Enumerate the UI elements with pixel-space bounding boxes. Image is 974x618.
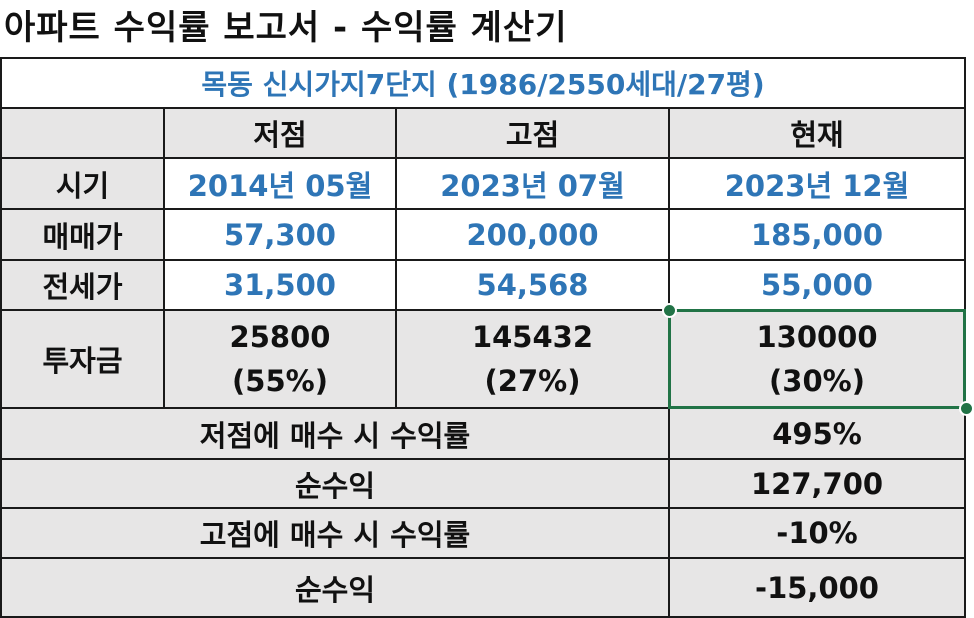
summary-label-low-profit[interactable]: 순수익 (0, 458, 670, 509)
header-now-cell[interactable]: 현재 (667, 107, 967, 159)
investment-label-cell[interactable]: 투자금 (0, 309, 165, 409)
investment-high-cell[interactable]: 145432 (27%) (395, 309, 670, 409)
investment-now-amount: 130000 (756, 320, 878, 354)
selection-handle-top-left[interactable] (662, 303, 677, 318)
jeonse-price-now-cell[interactable]: 55,000 (667, 259, 967, 311)
jeonse-price-label-cell[interactable]: 전세가 (0, 259, 165, 311)
empty-corner-cell[interactable] (0, 107, 165, 159)
header-high-cell[interactable]: 고점 (395, 107, 670, 159)
complex-subtitle-cell[interactable]: 목동 신시가지7단지 (1986/2550세대/27평) (0, 57, 967, 109)
investment-high-percent: (27%) (484, 364, 581, 398)
period-low-cell[interactable]: 2014년 05월 (163, 157, 397, 210)
summary-value-high-return[interactable]: -10% (667, 507, 967, 559)
period-now-cell[interactable]: 2023년 12월 (667, 157, 967, 210)
investment-now-percent: (30%) (769, 364, 865, 398)
summary-label-high-profit[interactable]: 순수익 (0, 557, 670, 618)
header-low-cell[interactable]: 저점 (163, 107, 397, 159)
sale-price-high-cell[interactable]: 200,000 (395, 208, 670, 261)
sale-price-label-cell[interactable]: 매매가 (0, 208, 165, 261)
spreadsheet-table: 목동 신시가지7단지 (1986/2550세대/27평) 저점 고점 현재 시기… (0, 57, 967, 618)
jeonse-price-high-cell[interactable]: 54,568 (395, 259, 670, 311)
sale-price-low-cell[interactable]: 57,300 (163, 208, 397, 261)
investment-low-cell[interactable]: 25800 (55%) (163, 309, 397, 409)
investment-low-percent: (55%) (232, 364, 328, 398)
selection-handle-bottom-right[interactable] (959, 401, 974, 416)
sale-price-now-cell[interactable]: 185,000 (667, 208, 967, 261)
summary-value-high-profit[interactable]: -15,000 (667, 557, 967, 618)
summary-value-low-return[interactable]: 495% (667, 407, 967, 460)
period-high-cell[interactable]: 2023년 07월 (395, 157, 670, 210)
summary-label-high-return[interactable]: 고점에 매수 시 수익률 (0, 507, 670, 559)
period-label-cell[interactable]: 시기 (0, 157, 165, 210)
summary-label-low-return[interactable]: 저점에 매수 시 수익률 (0, 407, 670, 460)
report-title: 아파트 수익률 보고서 - 수익률 계산기 (4, 8, 568, 48)
investment-low-amount: 25800 (229, 320, 331, 354)
investment-high-amount: 145432 (471, 320, 594, 354)
investment-now-cell[interactable]: 130000 (30%) (667, 309, 967, 409)
summary-value-low-profit[interactable]: 127,700 (667, 458, 967, 509)
jeonse-price-low-cell[interactable]: 31,500 (163, 259, 397, 311)
